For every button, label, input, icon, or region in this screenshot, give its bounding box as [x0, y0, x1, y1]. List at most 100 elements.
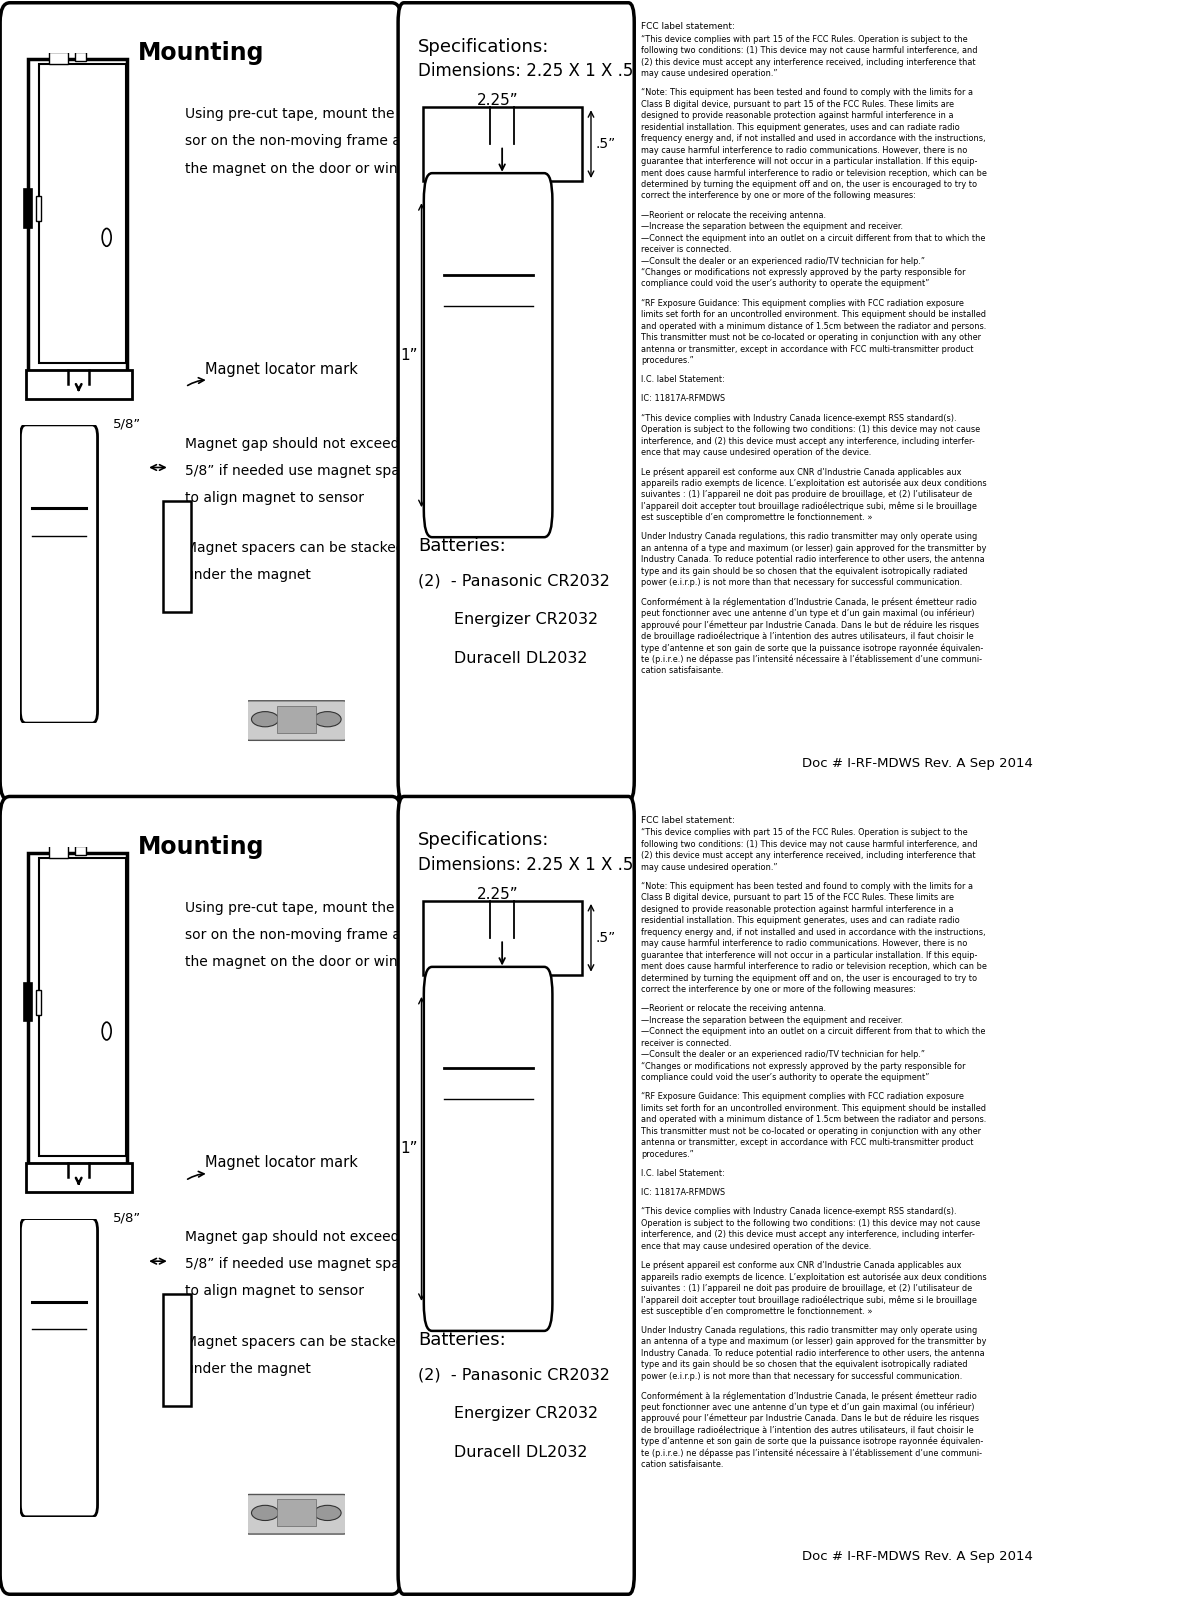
Text: frequency energy and, if not installed and used in accordance with the instructi: frequency energy and, if not installed a…	[641, 928, 986, 937]
Text: and operated with a minimum distance of 1.5cm between the radiator and persons.: and operated with a minimum distance of …	[641, 321, 987, 331]
Text: est susceptible d’en compromettre le fonctionnement. »: est susceptible d’en compromettre le fon…	[641, 513, 873, 522]
Text: 5/8” if needed use magnet spacers: 5/8” if needed use magnet spacers	[185, 1257, 429, 1271]
Bar	[36, 196, 42, 222]
Text: appareils radio exempts de licence. L’exploitation est autorisée aux deux condit: appareils radio exempts de licence. L’ex…	[641, 479, 987, 489]
Circle shape	[252, 712, 278, 727]
Text: sor on the non-moving frame and: sor on the non-moving frame and	[185, 928, 418, 942]
Text: I.C. label Statement:: I.C. label Statement:	[641, 375, 725, 385]
Text: “This device complies with Industry Canada licence-exempt RSS standard(s).: “This device complies with Industry Cana…	[641, 414, 957, 423]
Text: “This device complies with part 15 of the FCC Rules. Operation is subject to the: “This device complies with part 15 of th…	[641, 829, 968, 837]
FancyBboxPatch shape	[423, 172, 553, 537]
Text: (2) this device must accept any interference received, including interference th: (2) this device must accept any interfer…	[641, 851, 976, 861]
Text: under the magnet: under the magnet	[185, 569, 311, 583]
Text: —Consult the dealer or an experienced radio/TV technician for help.”: —Consult the dealer or an experienced ra…	[641, 1051, 926, 1059]
Circle shape	[102, 228, 112, 246]
Text: Operation is subject to the following two conditions: (1) this device may not ca: Operation is subject to the following tw…	[641, 425, 981, 434]
Text: type d’antenne et son gain de sorte que la puissance isotrope rayonnée équivalen: type d’antenne et son gain de sorte que …	[641, 1437, 983, 1447]
Text: guarantee that interference will not occur in a particular installation. If this: guarantee that interference will not occ…	[641, 157, 978, 166]
Text: peut fonctionner avec une antenne d’un type et d’un gain maximal (ou inférieur): peut fonctionner avec une antenne d’un t…	[641, 608, 975, 618]
Text: te (p.i.r.e.) ne dépasse pas l’intensité nécessaire à l’établissement d’une comm: te (p.i.r.e.) ne dépasse pas l’intensité…	[641, 655, 982, 664]
Text: “RF Exposure Guidance: This equipment complies with FCC radiation exposure: “RF Exposure Guidance: This equipment co…	[641, 299, 964, 308]
Text: may cause undesired operation.”: may cause undesired operation.”	[641, 862, 778, 872]
Text: limits set forth for an uncontrolled environment. This equipment should be insta: limits set forth for an uncontrolled env…	[641, 310, 987, 319]
Text: Mounting: Mounting	[138, 42, 264, 65]
Text: Industry Canada. To reduce potential radio interference to other users, the ante: Industry Canada. To reduce potential rad…	[641, 1349, 986, 1357]
Text: type d’antenne et son gain de sorte que la puissance isotrope rayonnée équivalen: type d’antenne et son gain de sorte que …	[641, 644, 983, 653]
Text: may cause harmful interference to radio communications. However, there is no: may cause harmful interference to radio …	[641, 939, 968, 949]
Text: and operated with a minimum distance of 1.5cm between the radiator and persons.: and operated with a minimum distance of …	[641, 1115, 987, 1124]
Text: Energizer CR2032: Energizer CR2032	[418, 612, 598, 628]
Bar	[25, 369, 132, 399]
Text: Specifications:: Specifications:	[418, 832, 549, 850]
Text: “Changes or modifications not expressly approved by the party responsible for: “Changes or modifications not expressly …	[641, 268, 966, 276]
Text: “RF Exposure Guidance: This equipment complies with FCC radiation exposure: “RF Exposure Guidance: This equipment co…	[641, 1092, 964, 1102]
Text: ment does cause harmful interference to radio or television reception, which can: ment does cause harmful interference to …	[641, 963, 987, 971]
Text: determined by turning the equipment off and on, the user is encouraged to try to: determined by turning the equipment off …	[641, 974, 977, 982]
Text: Operation is subject to the following two conditions: (1) this device may not ca: Operation is subject to the following tw…	[641, 1219, 981, 1228]
Text: designed to provide reasonable protection against harmful interference in a: designed to provide reasonable protectio…	[641, 112, 954, 120]
Text: guarantee that interference will not occur in a particular installation. If this: guarantee that interference will not occ…	[641, 950, 978, 960]
Text: an antenna of a type and maximum (or lesser) gain approved for the transmitter b: an antenna of a type and maximum (or les…	[641, 543, 987, 553]
FancyBboxPatch shape	[423, 966, 553, 1330]
Text: determined by turning the equipment off and on, the user is encouraged to try to: determined by turning the equipment off …	[641, 180, 977, 188]
Text: ment does cause harmful interference to radio or television reception, which can: ment does cause harmful interference to …	[641, 169, 987, 177]
Text: compliance could void the user’s authority to operate the equipment”: compliance could void the user’s authori…	[641, 279, 930, 289]
Text: cation satisfaisante.: cation satisfaisante.	[641, 1460, 724, 1469]
Text: ence that may cause undesired operation of the device.: ence that may cause undesired operation …	[641, 449, 872, 457]
Text: approuvé pour l’émetteur par Industrie Canada. Dans le but de réduire les risque: approuvé pour l’émetteur par Industrie C…	[641, 620, 980, 629]
Text: FCC label statement:: FCC label statement:	[641, 22, 735, 30]
Text: 1”: 1”	[400, 1142, 418, 1156]
Text: l’appareil doit accepter tout brouillage radioélectrique subi, même si le brouil: l’appareil doit accepter tout brouillage…	[641, 1295, 977, 1305]
Text: Using pre-cut tape, mount the sen-: Using pre-cut tape, mount the sen-	[185, 107, 428, 121]
Text: Mounting: Mounting	[138, 835, 264, 859]
Text: “This device complies with Industry Canada licence-exempt RSS standard(s).: “This device complies with Industry Cana…	[641, 1207, 957, 1217]
Text: Under Industry Canada regulations, this radio transmitter may only operate using: Under Industry Canada regulations, this …	[641, 532, 977, 541]
Bar	[24, 190, 32, 227]
Text: Magnet spacers can be stacked: Magnet spacers can be stacked	[185, 1335, 405, 1349]
Text: de brouillage radioélectrique à l’intention des autres utilisateurs, il faut cho: de brouillage radioélectrique à l’intent…	[641, 632, 974, 642]
Bar	[277, 1500, 315, 1527]
Text: appareils radio exempts de licence. L’exploitation est autorisée aux deux condit: appareils radio exempts de licence. L’ex…	[641, 1273, 987, 1282]
FancyBboxPatch shape	[246, 701, 347, 741]
Text: 1”: 1”	[400, 348, 418, 363]
Bar	[277, 706, 315, 733]
Text: (2)  - Panasonic CR2032: (2) - Panasonic CR2032	[418, 573, 610, 589]
Text: Conformément à la réglementation d’Industrie Canada, le présent émetteur radio: Conformément à la réglementation d’Indus…	[641, 597, 977, 607]
Text: —Increase the separation between the equipment and receiver.: —Increase the separation between the equ…	[641, 1016, 904, 1025]
Text: power (e.i.r.p.) is not more than that necessary for successful communication.: power (e.i.r.p.) is not more than that n…	[641, 1372, 963, 1381]
Text: “This device complies with part 15 of the FCC Rules. Operation is subject to the: “This device complies with part 15 of th…	[641, 35, 968, 43]
Text: Doc # I-RF-MDWS Rev. A Sep 2014: Doc # I-RF-MDWS Rev. A Sep 2014	[802, 757, 1032, 770]
Text: may cause undesired operation.”: may cause undesired operation.”	[641, 69, 778, 78]
Text: te (p.i.r.e.) ne dépasse pas l’intensité nécessaire à l’établissement d’une comm: te (p.i.r.e.) ne dépasse pas l’intensité…	[641, 1448, 982, 1458]
Text: ence that may cause undesired operation of the device.: ence that may cause undesired operation …	[641, 1242, 872, 1250]
Text: “Note: This equipment has been tested and found to comply with the limits for a: “Note: This equipment has been tested an…	[641, 882, 974, 891]
Bar	[422, 107, 582, 180]
Text: interference, and (2) this device must accept any interference, including interf: interference, and (2) this device must a…	[641, 1230, 975, 1239]
Text: Le présent appareil est conforme aux CNR d’Industrie Canada applicables aux: Le présent appareil est conforme aux CNR…	[641, 1262, 962, 1271]
FancyBboxPatch shape	[398, 3, 634, 800]
Text: Energizer CR2032: Energizer CR2032	[418, 1405, 598, 1421]
FancyBboxPatch shape	[20, 1219, 97, 1517]
Text: following two conditions: (1) This device may not cause harmful interference, an: following two conditions: (1) This devic…	[641, 46, 978, 56]
Text: following two conditions: (1) This device may not cause harmful interference, an: following two conditions: (1) This devic…	[641, 840, 978, 850]
Bar	[29, 59, 127, 371]
Text: (2) this device must accept any interference received, including interference th: (2) this device must accept any interfer…	[641, 57, 976, 67]
FancyBboxPatch shape	[246, 1495, 347, 1535]
Bar	[29, 853, 127, 1164]
Circle shape	[252, 1506, 278, 1520]
Text: an antenna of a type and maximum (or lesser) gain approved for the transmitter b: an antenna of a type and maximum (or les…	[641, 1337, 987, 1346]
Text: residential installation. This equipment generates, uses and can radiate radio: residential installation. This equipment…	[641, 917, 960, 925]
FancyBboxPatch shape	[0, 797, 402, 1594]
Text: 5/8”: 5/8”	[113, 1211, 141, 1223]
Text: interference, and (2) this device must accept any interference, including interf: interference, and (2) this device must a…	[641, 436, 975, 446]
Text: 2.25”: 2.25”	[477, 886, 518, 902]
Bar	[36, 990, 42, 1016]
Bar	[74, 846, 86, 854]
Text: l’appareil doit accepter tout brouillage radioélectrique subi, même si le brouil: l’appareil doit accepter tout brouillage…	[641, 501, 977, 511]
Text: Class B digital device, pursuant to part 15 of the FCC Rules. These limits are: Class B digital device, pursuant to part…	[641, 99, 954, 109]
Text: This transmitter must not be co-located or operating in conjunction with any oth: This transmitter must not be co-located …	[641, 334, 982, 342]
Text: Duracell DL2032: Duracell DL2032	[418, 652, 588, 666]
Text: Le présent appareil est conforme aux CNR d’Industrie Canada applicables aux: Le présent appareil est conforme aux CNR…	[641, 468, 962, 478]
Text: receiver is connected.: receiver is connected.	[641, 1038, 731, 1048]
Text: type and its gain should be so chosen that the equivalent isotropically radiated: type and its gain should be so chosen th…	[641, 1361, 968, 1369]
